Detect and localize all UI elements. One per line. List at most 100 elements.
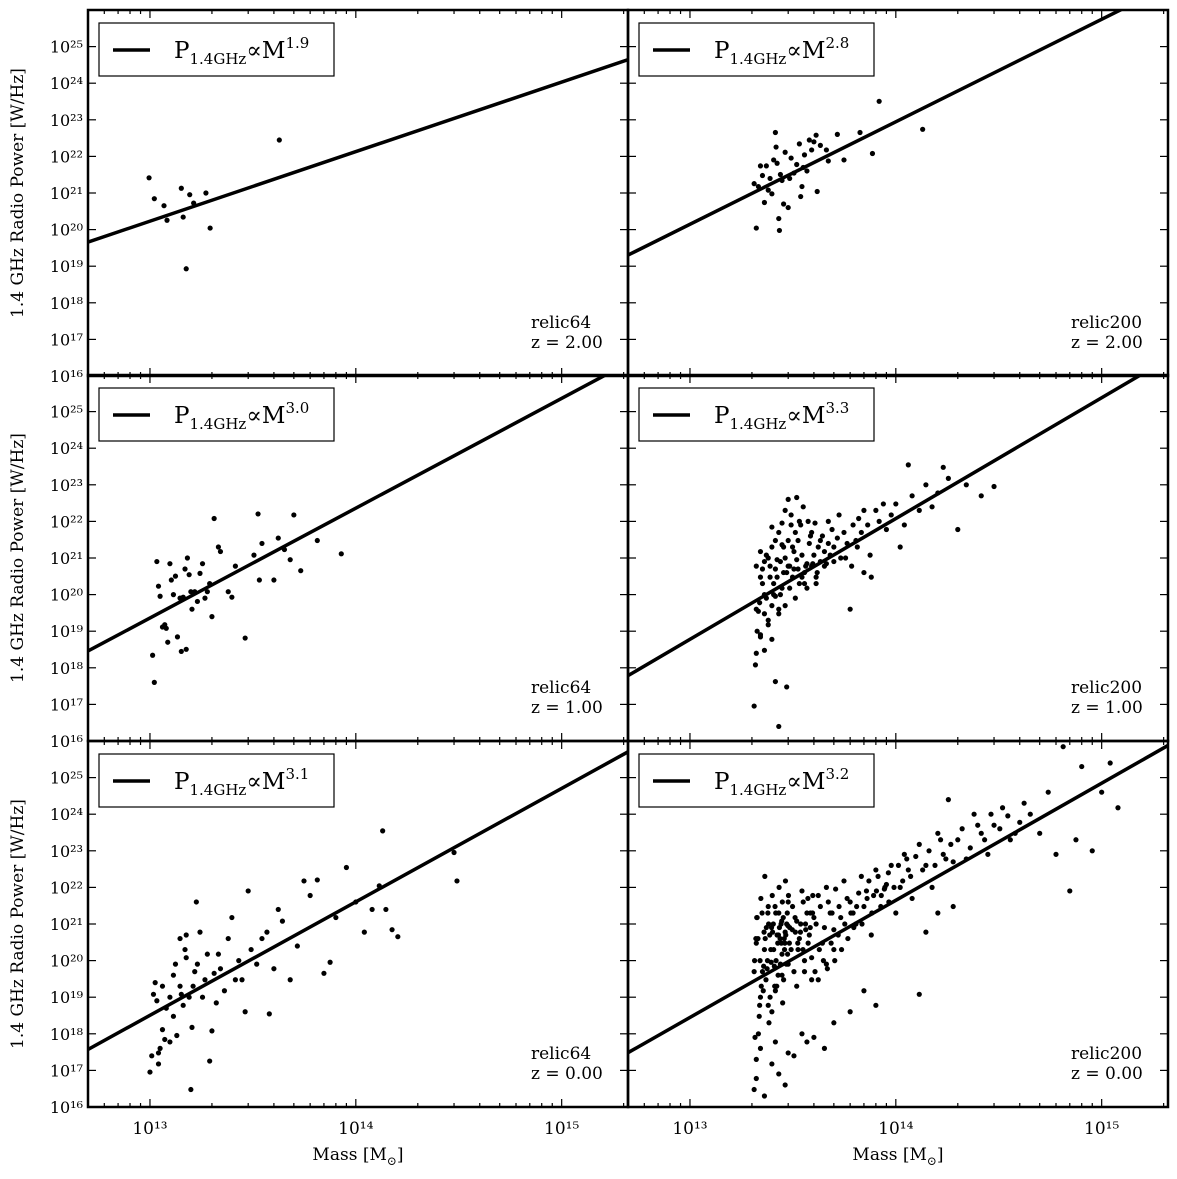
data-point: [774, 983, 780, 989]
sample-label: relic64: [531, 313, 591, 333]
data-point: [759, 580, 766, 587]
data-point: [821, 548, 828, 555]
data-point: [798, 193, 804, 200]
data-point: [763, 595, 769, 601]
data-point: [281, 546, 288, 553]
data-point: [838, 555, 844, 561]
data-point: [203, 190, 209, 196]
data-point: [848, 910, 854, 916]
data-point: [753, 1056, 759, 1062]
y-tick-label: 10¹⁶: [50, 367, 83, 386]
data-point: [950, 903, 956, 910]
data-point: [1037, 830, 1043, 836]
data-point: [1012, 830, 1018, 836]
data-point: [1007, 837, 1013, 843]
data-point: [967, 845, 973, 851]
data-point: [834, 131, 840, 137]
data-point: [157, 593, 163, 599]
data-point: [1073, 837, 1079, 843]
data-point: [789, 544, 796, 550]
data-point: [769, 1061, 775, 1067]
data-point: [821, 924, 828, 931]
data-point: [199, 994, 206, 1000]
data-point: [775, 940, 781, 946]
data-point: [873, 1002, 879, 1008]
data-point: [863, 888, 870, 894]
data-point: [217, 966, 224, 972]
y-tick-label: 10²¹: [50, 915, 83, 934]
data-point: [167, 561, 173, 567]
data-point: [816, 946, 822, 953]
legend-label: P1.4GHz∝M3.1: [174, 765, 309, 799]
data-point: [900, 878, 906, 884]
legend-label: P1.4GHz∝M2.8: [714, 34, 849, 68]
data-point: [291, 512, 297, 518]
data-point: [756, 1013, 762, 1019]
data-point: [777, 961, 784, 967]
data-point: [189, 606, 195, 612]
data-point: [799, 552, 805, 558]
data-point: [854, 903, 860, 910]
data-point: [800, 946, 806, 953]
data-point: [779, 520, 785, 526]
data-point: [757, 574, 764, 580]
data-point: [159, 1027, 166, 1033]
data-point: [755, 1031, 762, 1037]
data-point: [777, 558, 784, 565]
data-point: [825, 158, 831, 164]
data-point: [779, 899, 785, 905]
data-point: [757, 1045, 764, 1051]
data-point: [831, 558, 837, 565]
legend-label: P1.4GHz∝M3.3: [714, 399, 849, 433]
data-point: [165, 639, 171, 645]
data-point: [180, 594, 186, 600]
data-point: [940, 851, 946, 857]
data-point: [985, 851, 991, 857]
data-point: [174, 634, 181, 640]
data-point: [759, 566, 766, 572]
data-point: [893, 910, 899, 916]
data-point: [343, 864, 349, 871]
data-point: [812, 969, 818, 975]
data-point: [771, 592, 777, 598]
y-axis-label: 1.4 GHz Radio Power [W/Hz]: [8, 433, 28, 683]
fit-line: [88, 58, 628, 244]
data-point: [178, 648, 184, 655]
data-point: [807, 924, 813, 931]
fit-line: [628, 743, 1168, 1055]
data-point: [807, 533, 814, 539]
data-point: [776, 606, 782, 612]
data-point: [795, 946, 801, 953]
data-point: [765, 903, 771, 910]
data-point: [804, 910, 810, 916]
data-point: [929, 884, 935, 891]
data-point: [194, 961, 201, 967]
data-point: [825, 518, 831, 525]
data-point: [868, 574, 874, 580]
data-point: [959, 826, 965, 832]
data-point: [955, 837, 961, 843]
data-point: [801, 569, 808, 576]
data-point: [817, 537, 823, 544]
data-point: [991, 483, 997, 490]
data-point: [202, 977, 208, 983]
data-point: [757, 958, 763, 964]
data-point: [162, 1036, 168, 1043]
data-point: [876, 98, 882, 104]
legend: P1.4GHz∝M3.1: [98, 753, 335, 808]
data-point: [287, 977, 293, 983]
data-point: [1079, 763, 1085, 770]
y-axis-label: 1.4 GHz Radio Power [W/Hz]: [8, 68, 28, 318]
data-point: [799, 1031, 805, 1037]
data-point: [945, 797, 951, 803]
data-point: [940, 464, 946, 470]
data-point: [287, 557, 293, 563]
data-point: [819, 533, 826, 539]
x-tick-label: 10¹³: [132, 1119, 167, 1139]
data-point: [152, 980, 158, 986]
data-point: [155, 583, 162, 589]
data-point: [239, 977, 245, 983]
data-point: [784, 569, 790, 576]
